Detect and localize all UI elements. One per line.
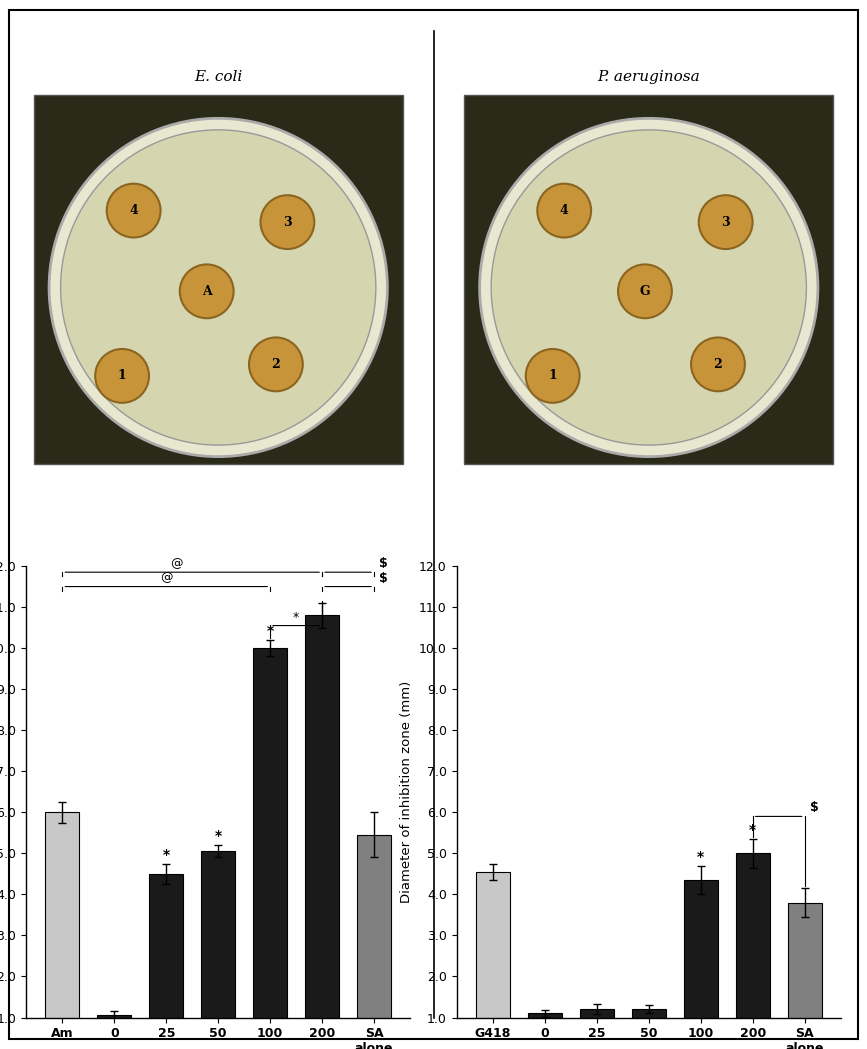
Text: *: *: [293, 611, 299, 623]
Bar: [684, 880, 718, 1049]
Circle shape: [107, 184, 160, 237]
Circle shape: [618, 264, 672, 318]
Text: A: A: [202, 285, 212, 298]
Text: G: G: [640, 285, 650, 298]
Bar: [736, 853, 770, 1049]
Text: 4: 4: [560, 205, 569, 217]
Text: 3: 3: [721, 216, 730, 229]
Text: 3: 3: [284, 216, 291, 229]
Bar: [528, 1013, 562, 1049]
Bar: [45, 812, 79, 1049]
Circle shape: [538, 184, 591, 237]
Bar: [788, 902, 822, 1049]
Circle shape: [249, 338, 303, 391]
Circle shape: [699, 195, 753, 249]
Text: *: *: [749, 822, 756, 837]
Bar: [201, 852, 235, 1049]
Circle shape: [525, 349, 579, 403]
Circle shape: [95, 349, 149, 403]
Text: $: $: [379, 572, 388, 584]
Bar: [149, 874, 183, 1049]
Y-axis label: Diameter of inhibition zone (mm): Diameter of inhibition zone (mm): [401, 681, 414, 903]
Text: 2: 2: [714, 358, 722, 371]
Circle shape: [61, 130, 375, 445]
Bar: [305, 616, 339, 1049]
Text: *: *: [267, 624, 274, 638]
Bar: [357, 835, 391, 1049]
Bar: [476, 872, 510, 1049]
Circle shape: [479, 119, 818, 456]
Text: 1: 1: [118, 369, 127, 383]
Text: @: @: [171, 557, 183, 571]
Bar: [580, 1009, 614, 1049]
Text: *: *: [215, 829, 222, 843]
Text: @: @: [160, 572, 173, 584]
Circle shape: [179, 264, 233, 318]
Text: $: $: [379, 557, 388, 571]
Circle shape: [49, 119, 388, 456]
Title: P. aeruginosa: P. aeruginosa: [597, 69, 701, 84]
Text: *: *: [697, 850, 704, 863]
Circle shape: [691, 338, 745, 391]
Text: 4: 4: [129, 205, 138, 217]
Circle shape: [492, 130, 806, 445]
Text: $: $: [810, 801, 818, 814]
Bar: [632, 1009, 666, 1049]
Bar: [97, 1015, 131, 1049]
Text: 2: 2: [271, 358, 280, 371]
Bar: [253, 648, 287, 1049]
Text: 1: 1: [548, 369, 557, 383]
Title: E. coli: E. coli: [194, 69, 243, 84]
Circle shape: [260, 195, 315, 249]
Text: *: *: [163, 848, 170, 861]
